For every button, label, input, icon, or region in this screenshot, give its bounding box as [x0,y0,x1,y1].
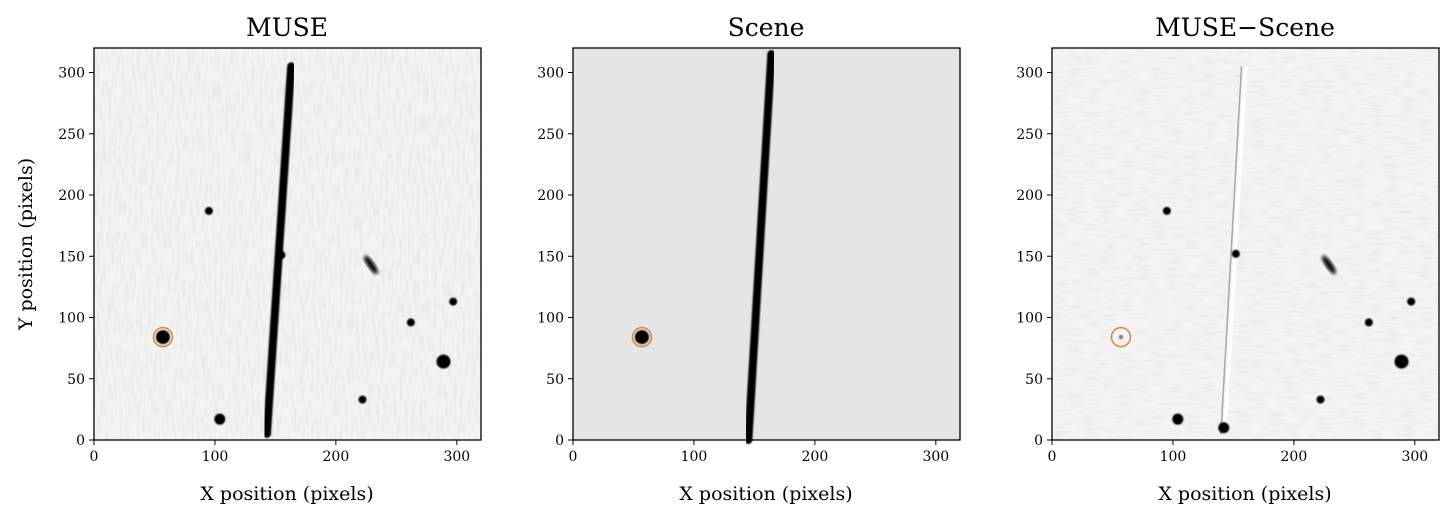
residual-source [1162,206,1171,215]
panel-muse: 0 100 200 300 0 50 100 150 200 250 300 MUSE X posi… [15,13,482,505]
panel-scene: 0 100 200 300 0 50 100 150 200 250 300 Scene X pos… [537,13,961,505]
muse-ytick-label: 300 [58,66,85,82]
residual-streak-residual-dark [1220,66,1243,434]
scene-circle-marker [631,326,653,348]
residual-circle-marker [1110,326,1132,348]
muse-ytick-label: 0 [76,433,85,449]
muse-xlabel: X position (pixels) [200,483,373,505]
residual-xtick-label: 100 [1160,449,1187,465]
residual-source [1118,334,1124,340]
scene-sources [631,50,776,444]
muse-sources [152,62,458,438]
muse-ytick-label: 250 [58,127,85,143]
muse-source [364,255,378,275]
muse-ytick-label: 50 [67,372,85,388]
residual-xlabel: X position (pixels) [1158,483,1331,505]
residual-xtick-label: 300 [1401,449,1428,465]
muse-source [204,206,213,215]
residual-image-noise [1052,48,1439,440]
residual-ytick-label: 150 [1016,249,1043,265]
scene-xlabel: X position (pixels) [679,483,852,505]
muse-source [155,330,170,345]
muse-source [277,251,286,260]
muse-streak [262,62,296,438]
muse-source [406,318,415,327]
muse-circle-marker [152,326,174,348]
muse-xtick-label: 0 [90,449,99,465]
residual-ytick-label: 250 [1016,127,1043,143]
residual-xtick-label: 0 [1048,449,1057,465]
residual-source [1218,422,1230,434]
residual-ticks: 0 100 200 300 0 50 100 150 200 250 300 [1016,66,1428,466]
residual-ytick-label: 100 [1016,311,1043,327]
scene-xtick-label: 100 [681,449,708,465]
scene-ytick-label: 100 [537,311,564,327]
muse-xtick-label: 300 [443,449,470,465]
muse-source [436,354,451,369]
residual-title: MUSE−Scene [1155,13,1335,42]
scene-title: Scene [728,13,805,42]
muse-ticks: 0 100 200 300 0 50 100 150 200 250 300 [58,66,470,466]
scene-ytick-label: 150 [537,249,564,265]
scene-source [634,330,649,345]
scene-xtick-label: 300 [922,449,949,465]
scene-streak [744,50,776,444]
muse-ytick-label: 100 [58,311,85,327]
residual-source [1364,318,1373,327]
residual-source [1316,395,1325,404]
muse-source [358,395,367,404]
scene-xtick-label: 0 [569,449,578,465]
scene-xtick-label: 200 [802,449,829,465]
muse-ylabel: Y position (pixels) [15,158,37,331]
residual-source [1407,297,1416,306]
muse-source [214,413,226,425]
scene-ytick-label: 0 [555,433,564,449]
muse-title: MUSE [246,13,328,42]
residual-axes-frame [1051,47,1440,441]
residual-sources [1110,66,1416,434]
muse-xtick-label: 100 [202,449,229,465]
residual-ytick-label: 300 [1016,66,1043,82]
residual-source [1231,249,1240,258]
residual-ytick-label: 200 [1016,188,1043,204]
scene-ticks: 0 100 200 300 0 50 100 150 200 250 300 [537,66,949,466]
muse-ytick-label: 150 [58,249,85,265]
residual-ytick-label: 0 [1034,433,1043,449]
residual-source [1172,413,1184,425]
residual-xtick-label: 200 [1281,449,1308,465]
scene-axes-frame [572,47,961,441]
scene-ytick-label: 50 [546,372,564,388]
muse-ytick-label: 200 [58,188,85,204]
scene-ytick-label: 200 [537,188,564,204]
muse-source [449,297,458,306]
scene-ytick-label: 300 [537,66,564,82]
muse-axes-frame [93,47,482,441]
muse-xtick-label: 200 [323,449,350,465]
residual-source [1394,354,1409,369]
residual-ytick-label: 50 [1025,372,1043,388]
scene-ytick-label: 250 [537,127,564,143]
residual-source [1322,255,1336,275]
